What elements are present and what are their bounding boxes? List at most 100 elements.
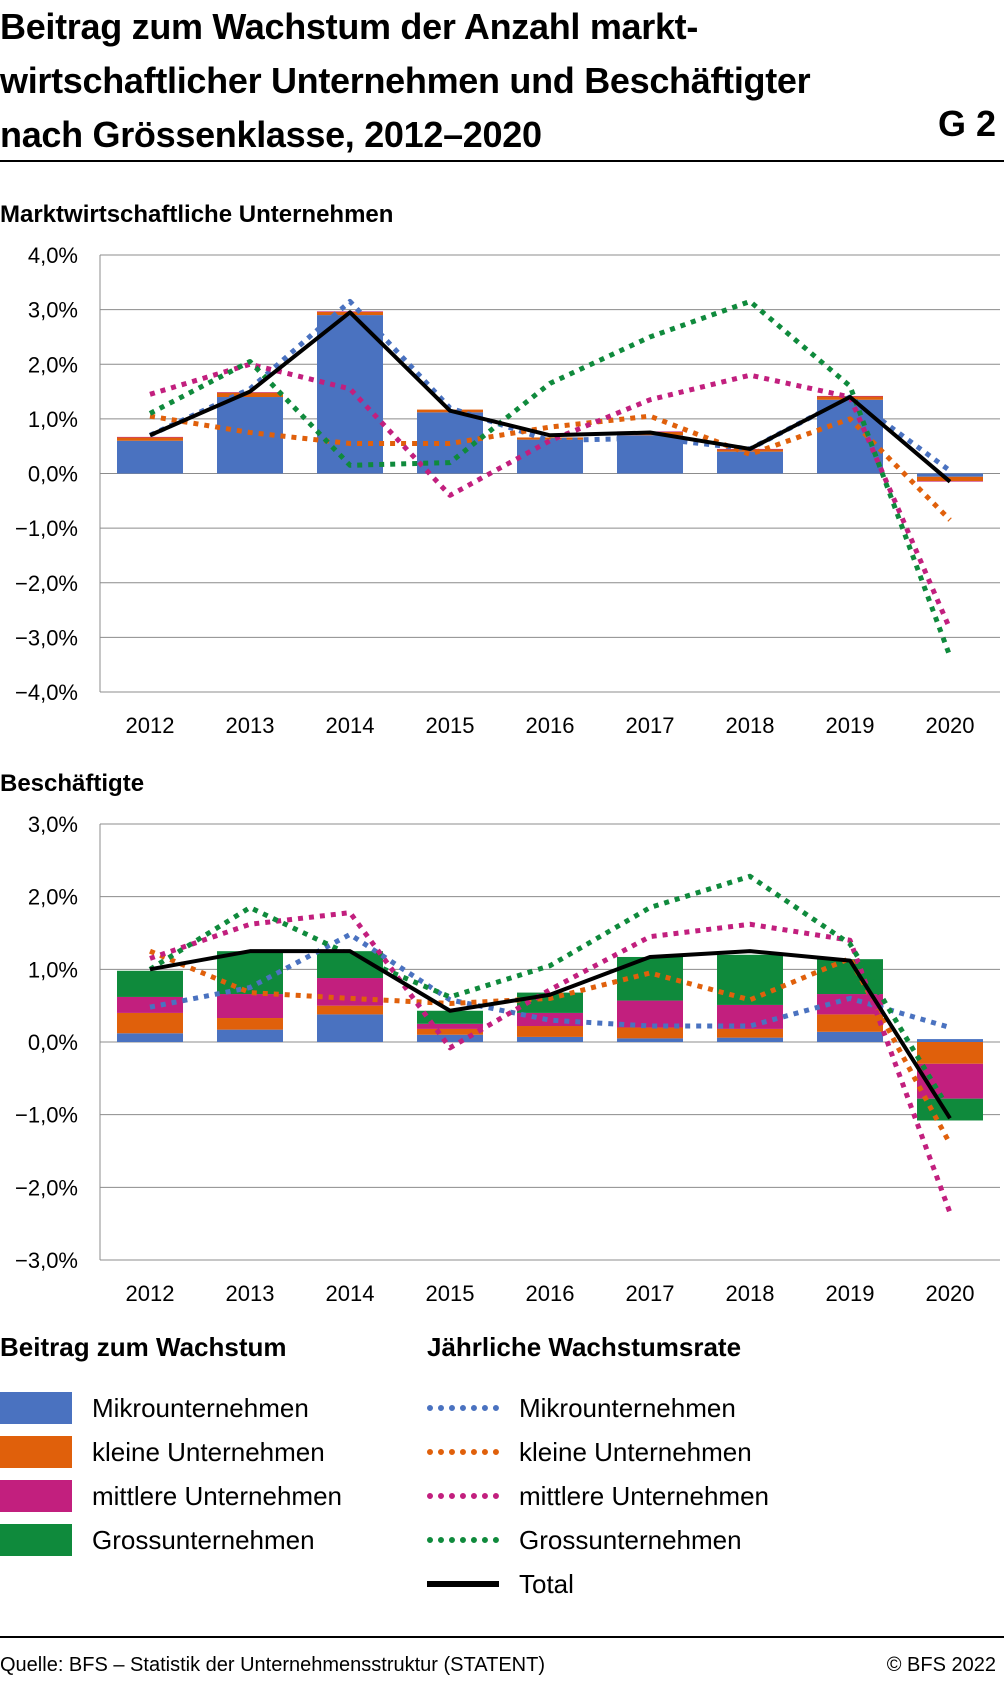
bar-segment-micro [717, 1037, 783, 1042]
bar-segment-large [117, 970, 183, 997]
x-tick-label: 2014 [326, 1281, 375, 1306]
bar-segment-medium [117, 436, 183, 438]
bar-segment-large [817, 959, 883, 995]
x-tick-label: 2015 [426, 1281, 475, 1306]
bar-segment-large [917, 1098, 983, 1121]
copyright: © BFS 2022 [886, 1654, 996, 1676]
bar-segment-micro [717, 451, 783, 474]
y-tick-label: −2,0% [15, 1175, 78, 1200]
bar-segment-micro [817, 399, 883, 474]
x-tick-label: 2015 [426, 713, 475, 738]
y-tick-label: −2,0% [15, 571, 78, 596]
rate-line-large [148, 873, 953, 1113]
rate-line-medium [149, 910, 953, 1214]
y-tick-label: −3,0% [15, 1248, 78, 1273]
total-line [149, 310, 952, 484]
legend-swatch-small [0, 1436, 72, 1468]
chart-subtitle: Marktwirtschaftliche Unternehmen [0, 201, 393, 228]
y-tick-label: 1,0% [28, 957, 78, 982]
bar-segment-medium [317, 978, 383, 1006]
bar-segment-micro [817, 1031, 883, 1042]
bar-segment-medium [717, 1004, 783, 1029]
bar-segment-small [717, 1028, 783, 1038]
bar-segment-large [417, 1010, 483, 1024]
y-tick-label: 1,0% [28, 407, 78, 432]
legend-label: kleine Unternehmen [92, 1436, 325, 1467]
rate-line-large [148, 298, 953, 658]
bar-segment-micro [617, 1038, 683, 1042]
legend-line-total [427, 1581, 499, 1587]
bar-segment-micro [417, 1034, 483, 1042]
legend-item-rate-medium: mittlere Unternehmen [427, 1476, 769, 1516]
bar-segment-small [617, 1027, 683, 1039]
legend-dash-small [427, 1449, 499, 1455]
x-tick-label: 2018 [726, 1281, 775, 1306]
chart-panel-1: Marktwirtschaftliche Unternehmen 4,0% 3,0%… [0, 201, 1000, 738]
x-tick-label: 2020 [926, 713, 975, 738]
x-tick-label: 2019 [826, 1281, 875, 1306]
total-line [149, 949, 952, 1120]
x-tick-label: 2012 [126, 1281, 175, 1306]
legend-label: mittlere Unternehmen [92, 1480, 342, 1511]
x-tick-label: 2017 [626, 713, 675, 738]
x-tick-label: 2014 [326, 713, 375, 738]
y-tick-label: −3,0% [15, 625, 78, 650]
bar-segment-small [817, 1014, 883, 1032]
bar-segment-medium [517, 1012, 583, 1027]
x-tick-label: 2012 [126, 713, 175, 738]
legend-label: mittlere Unternehmen [519, 1480, 769, 1511]
chart-panel-2: Beschäftigte 3,0% 2,0% 1,0% 0,0% −1,0% −2,0% −3… [0, 770, 1000, 1306]
chart-title: Beitrag zum Wachstum der Anzahl markt- w… [0, 0, 900, 162]
top-rule [0, 160, 1004, 162]
source-note: Quelle: BFS – Statistik der Unternehmens… [0, 1654, 545, 1676]
x-tick-label: 2017 [626, 1281, 675, 1306]
bar-segment-small [517, 437, 583, 440]
y-tick-label: −1,0% [15, 516, 78, 541]
y-tick-label: 2,0% [28, 352, 78, 377]
legend-label: Grossunternehmen [519, 1524, 742, 1555]
y-tick-label: −1,0% [15, 1103, 78, 1128]
legend-item-contrib-large: Grossunternehmen [0, 1520, 315, 1560]
bar-segment-micro [217, 1029, 283, 1042]
rate-line-small [149, 948, 953, 1145]
legend-label: Grossunternehmen [92, 1524, 315, 1555]
y-tick-label: 3,0% [28, 298, 78, 323]
legend-label: Total [519, 1568, 574, 1599]
bar-segment-micro [517, 439, 583, 474]
x-tick-label: 2019 [826, 713, 875, 738]
legend-label: kleine Unternehmen [519, 1436, 752, 1467]
legend-item-rate-total: Total [427, 1564, 574, 1604]
legend-swatch-micro [0, 1392, 72, 1424]
x-tick-label: 2013 [226, 713, 275, 738]
bar-segment-micro [917, 1039, 983, 1042]
bar-segment-small [917, 1042, 983, 1064]
y-tick-label: 3,0% [28, 812, 78, 837]
legend-rate-heading: Jährliche Wachstumsrate [427, 1332, 742, 1362]
bar-segment-medium [617, 1000, 683, 1028]
legend-label: Mikrounternehmen [92, 1392, 309, 1423]
bar-segment-micro [117, 1033, 183, 1042]
bar-segment-micro [117, 440, 183, 474]
legend-dash-micro [427, 1405, 499, 1411]
y-tick-label: 4,0% [28, 243, 78, 268]
title-line: wirtschaftlicher Unternehmen und Beschäf… [0, 60, 811, 101]
legend-item-contrib-medium: mittlere Unternehmen [0, 1476, 342, 1516]
bar-segment-micro [517, 1036, 583, 1042]
chart-number: G 2 [937, 103, 996, 144]
y-tick-label: 0,0% [28, 462, 78, 487]
x-tick-label: 2018 [726, 713, 775, 738]
bar-segment-small [417, 1028, 483, 1035]
rate-line-small [149, 413, 952, 522]
x-tick-label: 2020 [926, 1281, 975, 1306]
bar-segment-small [317, 1005, 383, 1015]
title-line: Beitrag zum Wachstum der Anzahl markt- [0, 6, 699, 47]
y-tick-label: 2,0% [28, 885, 78, 910]
bar-segment-small [117, 1012, 183, 1034]
bar-segment-micro [317, 315, 383, 474]
legend-swatch-large [0, 1524, 72, 1556]
bar-segment-medium [817, 994, 883, 1015]
bar-segment-small [217, 392, 283, 398]
bar-segment-micro [917, 473, 983, 477]
y-tick-label: 0,0% [28, 1030, 78, 1055]
legend-item-rate-small: kleine Unternehmen [427, 1432, 752, 1472]
